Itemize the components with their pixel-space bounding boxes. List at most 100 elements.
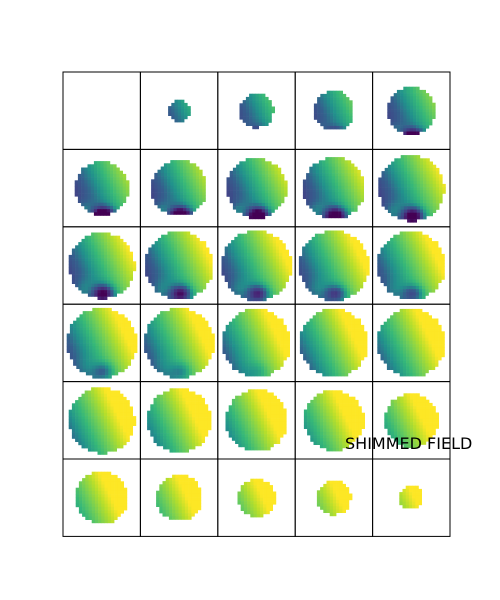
field-pixel [109,170,114,175]
field-pixel [204,359,209,363]
field-pixel [423,199,427,204]
field-pixel [253,230,257,234]
field-pixel [176,343,180,347]
field-pixel [402,250,407,255]
field-pixel [110,238,114,243]
field-pixel [406,289,410,293]
field-pixel [247,278,251,282]
field-pixel [261,209,266,213]
field-pixel [114,362,119,366]
field-pixel [108,375,112,379]
field-pixel [173,160,177,164]
field-pixel [117,314,122,318]
field-pixel [117,327,122,331]
field-pixel [91,261,95,265]
field-pixel [350,189,355,193]
field-pixel [107,267,111,272]
field-pixel [85,314,90,318]
field-pixel [258,112,263,117]
field-pixel [173,211,177,215]
field-pixel [221,262,225,266]
slice-tile [62,71,141,150]
field-pixel [89,314,93,318]
field-pixel [413,199,417,204]
field-pixel [229,170,234,175]
field-pixel [303,328,307,332]
field-pixel [119,183,123,187]
field-pixel [123,270,127,275]
field-pixel [84,202,88,207]
field-pixel [87,258,92,262]
field-pixel [270,347,274,351]
field-pixel [338,315,342,319]
field-pixel [113,248,117,252]
field-pixel [179,346,183,350]
field-pixel [354,169,358,174]
field-pixel [227,249,232,254]
field-pixel [180,253,184,258]
field-pixel [250,278,254,282]
field-pixel [150,349,154,353]
field-pixel [412,292,416,296]
field-pixel [406,99,410,103]
field-pixel [391,177,395,181]
field-pixel [235,328,239,332]
field-pixel [238,337,242,342]
field-pixel [78,261,82,265]
field-pixel [82,368,87,373]
field-pixel [153,333,158,337]
field-pixel [312,176,316,180]
field-pixel [248,340,252,345]
field-pixel [285,259,289,263]
field-pixel [161,263,165,267]
field-pixel [256,243,261,247]
field-pixel [403,215,408,220]
field-pixel [109,180,114,184]
field-pixel [167,289,171,293]
field-pixel [224,262,229,266]
field-pixel [309,201,313,206]
field-pixel [251,318,255,322]
field-pixel [354,198,358,203]
field-pixel [248,321,252,326]
field-pixel [336,109,340,114]
field-pixel [183,204,187,209]
field-pixel [95,323,99,328]
field-pixel [186,269,191,274]
field-pixel [192,346,196,350]
field-pixel [354,318,358,322]
field-pixel [280,199,285,204]
field-pixel [172,307,177,312]
field-pixel [189,257,194,261]
field-pixel [124,365,128,369]
field-pixel [103,261,108,265]
field-pixel [338,163,342,167]
field-pixel [400,112,404,116]
field-pixel [238,347,242,351]
field-pixel [174,118,178,123]
slice-tile [294,226,374,305]
field-pixel [334,214,339,219]
field-pixel [179,336,183,341]
field-pixel [324,236,328,241]
field-pixel [321,272,325,276]
field-pixel [173,201,177,206]
field-pixel [87,245,92,249]
field-pixel [106,199,111,203]
field-pixel [236,180,240,184]
field-pixel [119,199,123,203]
field-pixel [89,349,93,353]
field-pixel [268,167,272,172]
field-pixel [167,257,171,261]
field-pixel [169,371,174,376]
field-pixel [338,195,342,199]
field-pixel [438,273,442,277]
field-pixel [89,355,93,360]
field-pixel [103,205,107,210]
field-pixel [343,233,348,238]
field-pixel [345,97,350,101]
field-pixel [328,173,332,177]
field-pixel [81,170,85,175]
field-pixel [108,339,112,344]
field-pixel [390,105,394,110]
